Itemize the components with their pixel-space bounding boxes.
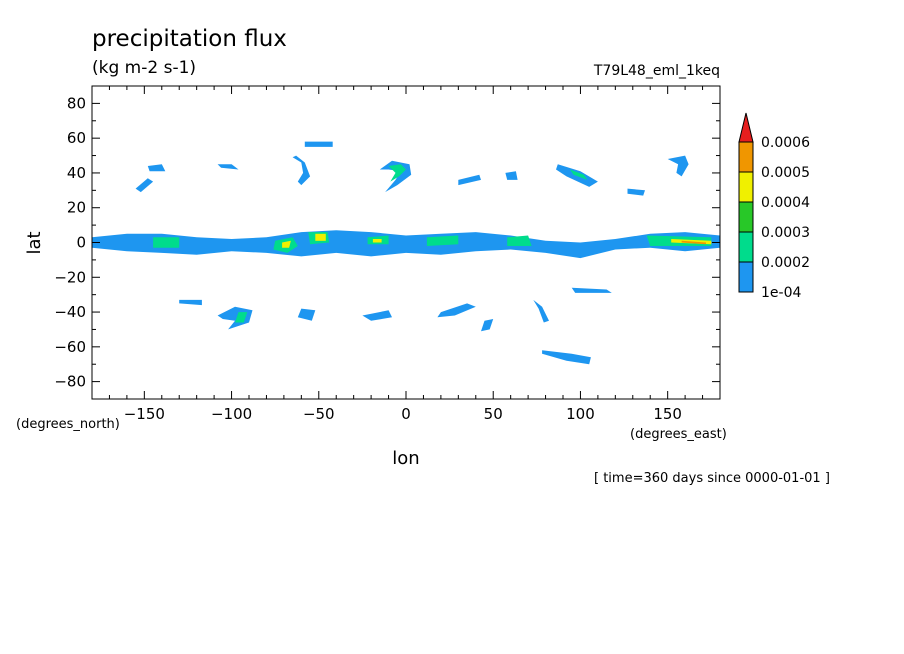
colorbar-tick-label: 0.0006 [761, 135, 810, 151]
axis-ticks: −150 −100 −50 0 50 100 150 80 60 40 20 0 −20 −40 −60 −8… [54, 85, 721, 423]
dataset-label: T79L48_eml_1keq [593, 63, 720, 79]
colorbar-segment-4 [738, 171, 754, 203]
y-tick-label: 80 [67, 94, 86, 112]
precip-region-nh-blob-m52 [304, 141, 333, 147]
x-tick-label: 150 [653, 405, 682, 423]
x-axis-label: lon [392, 448, 419, 469]
precip-region-itcz-orange-1 [681, 240, 706, 245]
precip-region-sh-blob-m10 [362, 310, 392, 321]
colorbar-tick-label: 0.0004 [761, 195, 810, 211]
precip-region-sh-streak-75 [533, 299, 549, 323]
x-tick-label: −100 [211, 405, 252, 423]
precip-region-nh-streak-m150 [135, 178, 154, 193]
colorbar: 1e-04 0.0002 0.0003 0.0004 0.0005 0.0006 [738, 112, 810, 301]
chart-units-subtitle: (kg m-2 s-1) [92, 58, 196, 78]
colorbar-extend-arrow [738, 112, 754, 143]
colorbar-segment-1 [738, 261, 754, 293]
precip-region-nh-blob-m100 [217, 164, 239, 170]
precip-region-nh-streaks-30 [458, 174, 481, 186]
colorbar-tick-label: 0.0005 [761, 165, 810, 181]
x-units-label: (degrees_east) [630, 427, 727, 442]
x-tick-label: −150 [124, 405, 165, 423]
precip-region-nh-curve-m60 [292, 155, 311, 186]
colorbar-segment-5 [738, 141, 754, 173]
plot-area: −150 −100 −50 0 50 100 150 80 60 40 20 0 −20 −40 −60 −8… [54, 85, 721, 423]
precip-region-sh-blob-35 [437, 303, 476, 318]
y-units-label: (degrees_north) [16, 417, 120, 432]
precip-region-sh-blob-m122 [179, 299, 202, 306]
precip-region-nh-blob-130 [627, 188, 645, 196]
y-axis-label: lat [24, 231, 45, 254]
precip-region-itcz-yellow-3 [372, 239, 382, 243]
precip-region-sh-swirl-m95 [217, 306, 253, 330]
y-tick-label: −40 [54, 303, 86, 321]
precip-region-sh-swirl-green-m95 [235, 312, 248, 323]
x-tick-label: 100 [566, 405, 595, 423]
x-tick-label: 0 [401, 405, 411, 423]
time-note: [ time=360 days since 0000-01-01 ] [594, 471, 830, 486]
precip-region-sh-blob-95 [542, 350, 591, 365]
y-tick-label: 20 [67, 199, 86, 217]
colorbar-segment-3 [738, 201, 754, 233]
precip-region-nh-blob-60 [505, 171, 518, 180]
precip-region-itcz-green-5 [426, 235, 459, 246]
precip-region-itcz-yellow-2 [282, 240, 291, 248]
chart-title: precipitation flux [92, 26, 287, 52]
x-tick-label: −50 [303, 405, 335, 423]
precip-region-itcz-yellow-1 [315, 233, 326, 241]
precip-region-sh-streak-110 [571, 287, 612, 293]
y-tick-label: −20 [54, 268, 86, 286]
x-tick-label: 50 [484, 405, 503, 423]
precip-region-itcz-green-6 [507, 235, 532, 246]
y-tick-label: −60 [54, 338, 86, 356]
precip-region-itcz-band [92, 230, 720, 259]
y-tick-label: −80 [54, 373, 86, 391]
precip-region-itcz-green-1 [153, 237, 180, 248]
precip-region-sh-blob-50 [481, 319, 494, 332]
precip-region-nh-hook-green-m5 [388, 164, 406, 182]
colorbar-tick-label: 1e-04 [761, 285, 801, 301]
y-tick-label: 60 [67, 129, 86, 147]
colorbar-segment-2 [738, 231, 754, 263]
colorbar-tick-label: 0.0002 [761, 255, 810, 271]
colorbar-tick-label: 0.0003 [761, 225, 810, 241]
y-tick-label: 40 [67, 164, 86, 182]
contour-fills [92, 141, 720, 365]
precip-region-nh-blob-green-100 [570, 169, 588, 180]
precip-region-nh-blob-m142 [147, 164, 166, 172]
precip-region-sh-blob-m55 [297, 308, 316, 321]
precip-region-nh-hook-155 [667, 155, 689, 177]
y-tick-label: 0 [76, 234, 86, 252]
